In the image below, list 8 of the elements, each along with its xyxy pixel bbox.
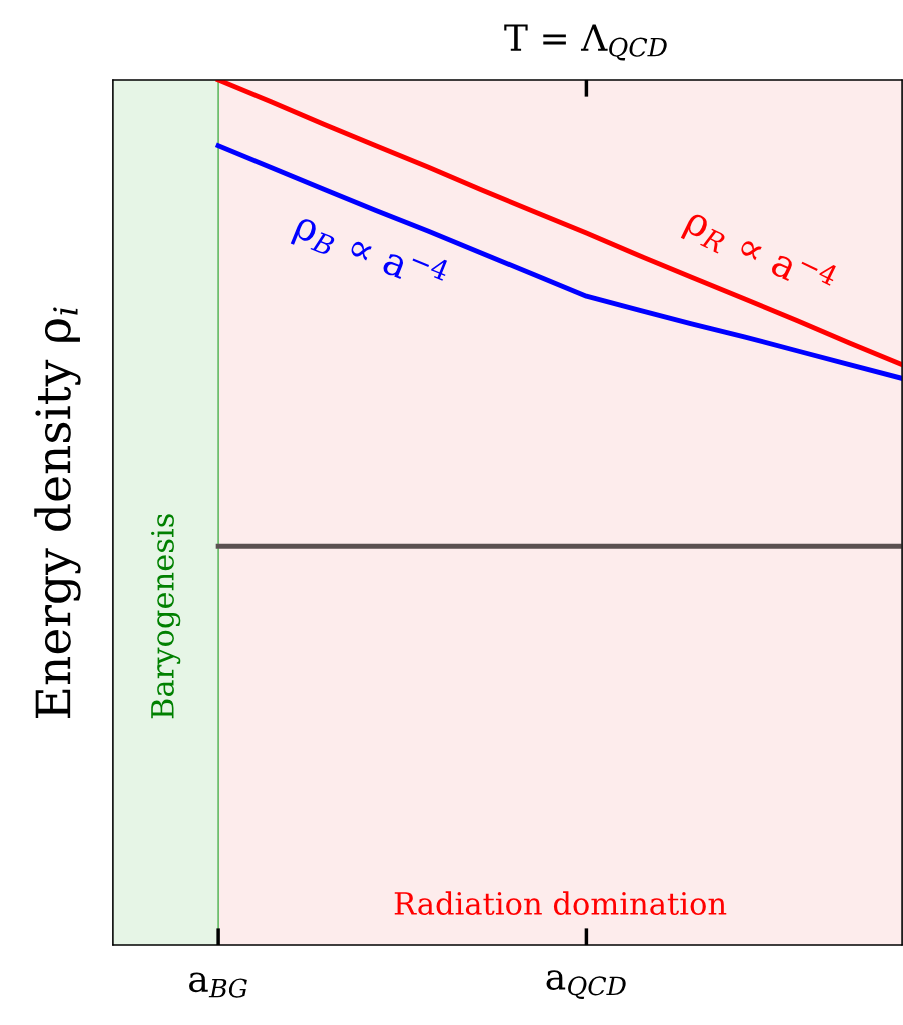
series-label: Radiation domination [394,891,727,915]
y-axis-title: Energy density ρ$_{i}$ [34,307,81,718]
series-label: Baryogenesis [151,514,181,719]
x-tick-label: a$_{BG}$ [189,972,247,998]
x-tick-label: a$_{QCD}$ [546,970,626,1000]
annotation: ρ$_{B}$ ∝ a$^{−4}$ [290,204,451,302]
annotation: ρ$_{R}$ ∝ a$^{−4}$ [680,199,840,306]
text: T = Λ$_{QCD}$ [504,24,667,61]
